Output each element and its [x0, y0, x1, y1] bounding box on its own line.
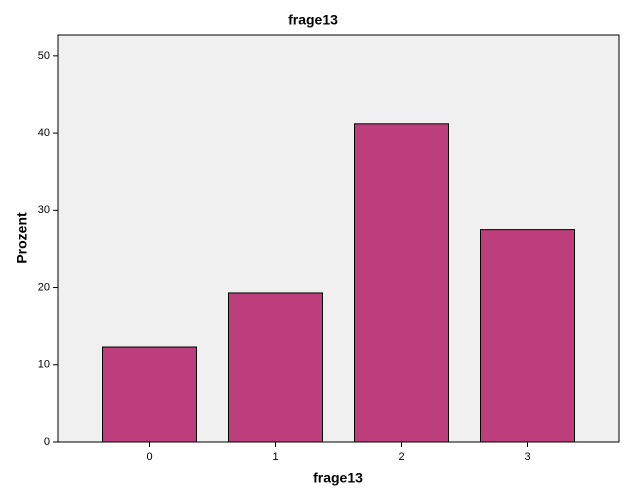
y-tick-label: 0 [44, 436, 50, 448]
bar [480, 229, 575, 443]
y-tick-label: 50 [38, 50, 50, 62]
x-tick-label: 3 [524, 451, 530, 463]
bar [102, 346, 197, 443]
x-tick-label: 1 [272, 451, 278, 463]
x-tick-label: 0 [146, 451, 152, 463]
x-axis-title: frage13 [313, 470, 363, 486]
chart-title: frage13 [288, 12, 338, 28]
bar [354, 123, 449, 443]
y-tick-label: 20 [38, 281, 50, 293]
y-tick-label: 40 [38, 127, 50, 139]
y-axis-title: Prozent [14, 212, 30, 264]
x-tick-label: 2 [398, 451, 404, 463]
bar [228, 292, 323, 443]
y-tick-label: 10 [38, 359, 50, 371]
y-tick-label: 30 [38, 204, 50, 216]
